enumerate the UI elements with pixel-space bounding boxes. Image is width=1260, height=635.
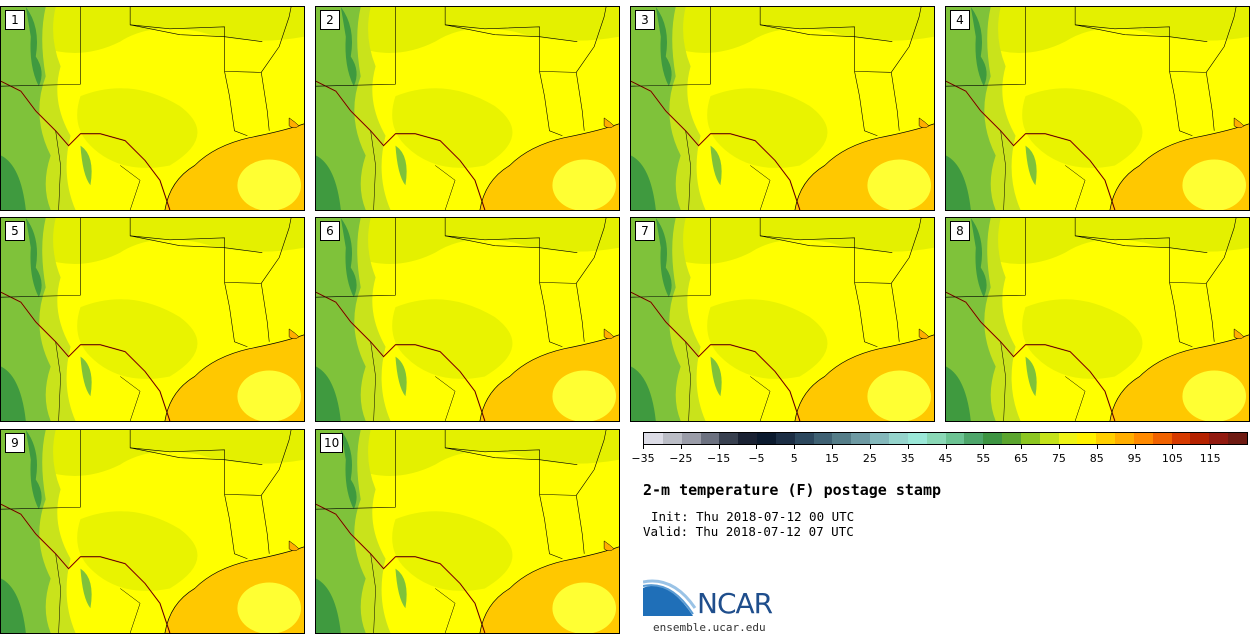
colorbar-swatch xyxy=(1039,433,1059,444)
member-map-panel: 5 xyxy=(0,217,305,422)
colorbar-tick xyxy=(1210,445,1212,449)
ncar-logo-icon xyxy=(643,579,697,616)
member-number-label: 3 xyxy=(635,10,655,30)
member-number-label: 5 xyxy=(5,221,25,241)
member-number-label: 4 xyxy=(950,10,970,30)
colorbar-tick-label: −15 xyxy=(707,452,731,465)
colorbar-tick-label: 15 xyxy=(825,452,840,465)
colorbar-swatch xyxy=(1115,433,1134,444)
colorbar-swatch xyxy=(888,433,908,444)
member-map-panel: 10 xyxy=(315,429,620,634)
colorbar-swatch xyxy=(644,433,663,444)
colorbar-swatch xyxy=(832,433,852,444)
colorbar-swatch xyxy=(1058,433,1078,444)
colorbar-tick xyxy=(1021,445,1023,449)
temperature-colorbar xyxy=(643,432,1248,445)
colorbar-swatch xyxy=(1171,433,1191,444)
colorbar-swatch xyxy=(964,433,984,444)
member-number-label: 2 xyxy=(320,10,340,30)
colorbar-tick-label: 5 xyxy=(790,452,798,465)
colorbar-swatch xyxy=(870,433,889,444)
colorbar-tick xyxy=(1096,445,1098,449)
colorbar-swatch xyxy=(926,433,946,444)
member-number-label: 9 xyxy=(5,433,25,453)
colorbar-tick-label: −25 xyxy=(669,452,693,465)
ncar-logo-text: NCAR xyxy=(697,587,773,620)
member-number-label: 1 xyxy=(5,10,25,30)
member-map-panel: 3 xyxy=(630,6,935,211)
colorbar-tick-label: 85 xyxy=(1089,452,1104,465)
member-map-panel: 6 xyxy=(315,217,620,422)
member-map-panel: 2 xyxy=(315,6,620,211)
colorbar-swatch xyxy=(813,433,833,444)
colorbar-tick xyxy=(1172,445,1174,449)
member-number-label: 10 xyxy=(320,433,344,453)
init-time: Init: Thu 2018-07-12 00 UTC xyxy=(651,509,855,524)
colorbar-swatch xyxy=(945,433,965,444)
member-map-panel: 7 xyxy=(630,217,935,422)
colorbar-swatch xyxy=(757,433,776,444)
colorbar-tick xyxy=(907,445,909,449)
colorbar-tick xyxy=(794,445,796,449)
colorbar-swatch xyxy=(681,433,701,444)
colorbar-swatch xyxy=(983,433,1003,444)
colorbar-tick-label: −35 xyxy=(631,452,655,465)
colorbar-swatch xyxy=(662,433,682,444)
colorbar-tick-label: 35 xyxy=(900,452,915,465)
colorbar-tick-label: 75 xyxy=(1051,452,1066,465)
colorbar-swatch xyxy=(907,433,927,444)
colorbar-swatch xyxy=(775,433,795,444)
colorbar-tick-label: 45 xyxy=(938,452,953,465)
colorbar-swatch xyxy=(1002,433,1021,444)
member-map-panel: 8 xyxy=(945,217,1250,422)
colorbar-swatch xyxy=(1209,433,1229,444)
colorbar-swatch xyxy=(1190,433,1210,444)
colorbar-swatch xyxy=(738,433,758,444)
colorbar-swatch xyxy=(1077,433,1097,444)
colorbar-tick xyxy=(756,445,758,449)
colorbar-tick xyxy=(869,445,871,449)
colorbar-tick xyxy=(945,445,947,449)
colorbar-swatch xyxy=(1020,433,1040,444)
colorbar-tick xyxy=(680,445,682,449)
colorbar-tick xyxy=(1134,445,1136,449)
site-url: ensemble.ucar.edu xyxy=(653,621,766,634)
colorbar-tick xyxy=(718,445,720,449)
colorbar-swatch xyxy=(794,433,814,444)
member-number-label: 7 xyxy=(635,221,655,241)
member-map-panel: 1 xyxy=(0,6,305,211)
member-number-label: 6 xyxy=(320,221,340,241)
valid-time: Valid: Thu 2018-07-12 07 UTC xyxy=(643,524,854,539)
colorbar-swatch xyxy=(700,433,720,444)
colorbar-tick-label: 105 xyxy=(1161,452,1183,465)
colorbar-tick-label: 115 xyxy=(1199,452,1221,465)
colorbar-tick xyxy=(1058,445,1060,449)
colorbar-ticks: −35 −25 −15 −5 5 15 25 35 45 55 65 75 85 95 105 115 xyxy=(631,445,1248,465)
chart-title: 2-m temperature (F) postage stamp xyxy=(643,481,942,499)
colorbar-tick-label: −5 xyxy=(748,452,765,465)
colorbar-swatch xyxy=(1133,433,1153,444)
colorbar-swatch xyxy=(1096,433,1116,444)
colorbar-tick-label: 65 xyxy=(1014,452,1029,465)
colorbar-tick-label: 55 xyxy=(976,452,991,465)
member-map-panel: 9 xyxy=(0,429,305,634)
colorbar-swatch xyxy=(1228,433,1247,444)
colorbar-tick-label: 95 xyxy=(1127,452,1142,465)
member-number-label: 8 xyxy=(950,221,970,241)
colorbar-tick xyxy=(643,445,644,449)
colorbar-tick xyxy=(832,445,834,449)
colorbar-tick xyxy=(983,445,985,449)
colorbar-tick-label: 25 xyxy=(862,452,877,465)
member-map-panel: 4 xyxy=(945,6,1250,211)
colorbar-swatch xyxy=(1152,433,1172,444)
colorbar-swatch xyxy=(851,433,871,444)
colorbar-swatch xyxy=(719,433,739,444)
